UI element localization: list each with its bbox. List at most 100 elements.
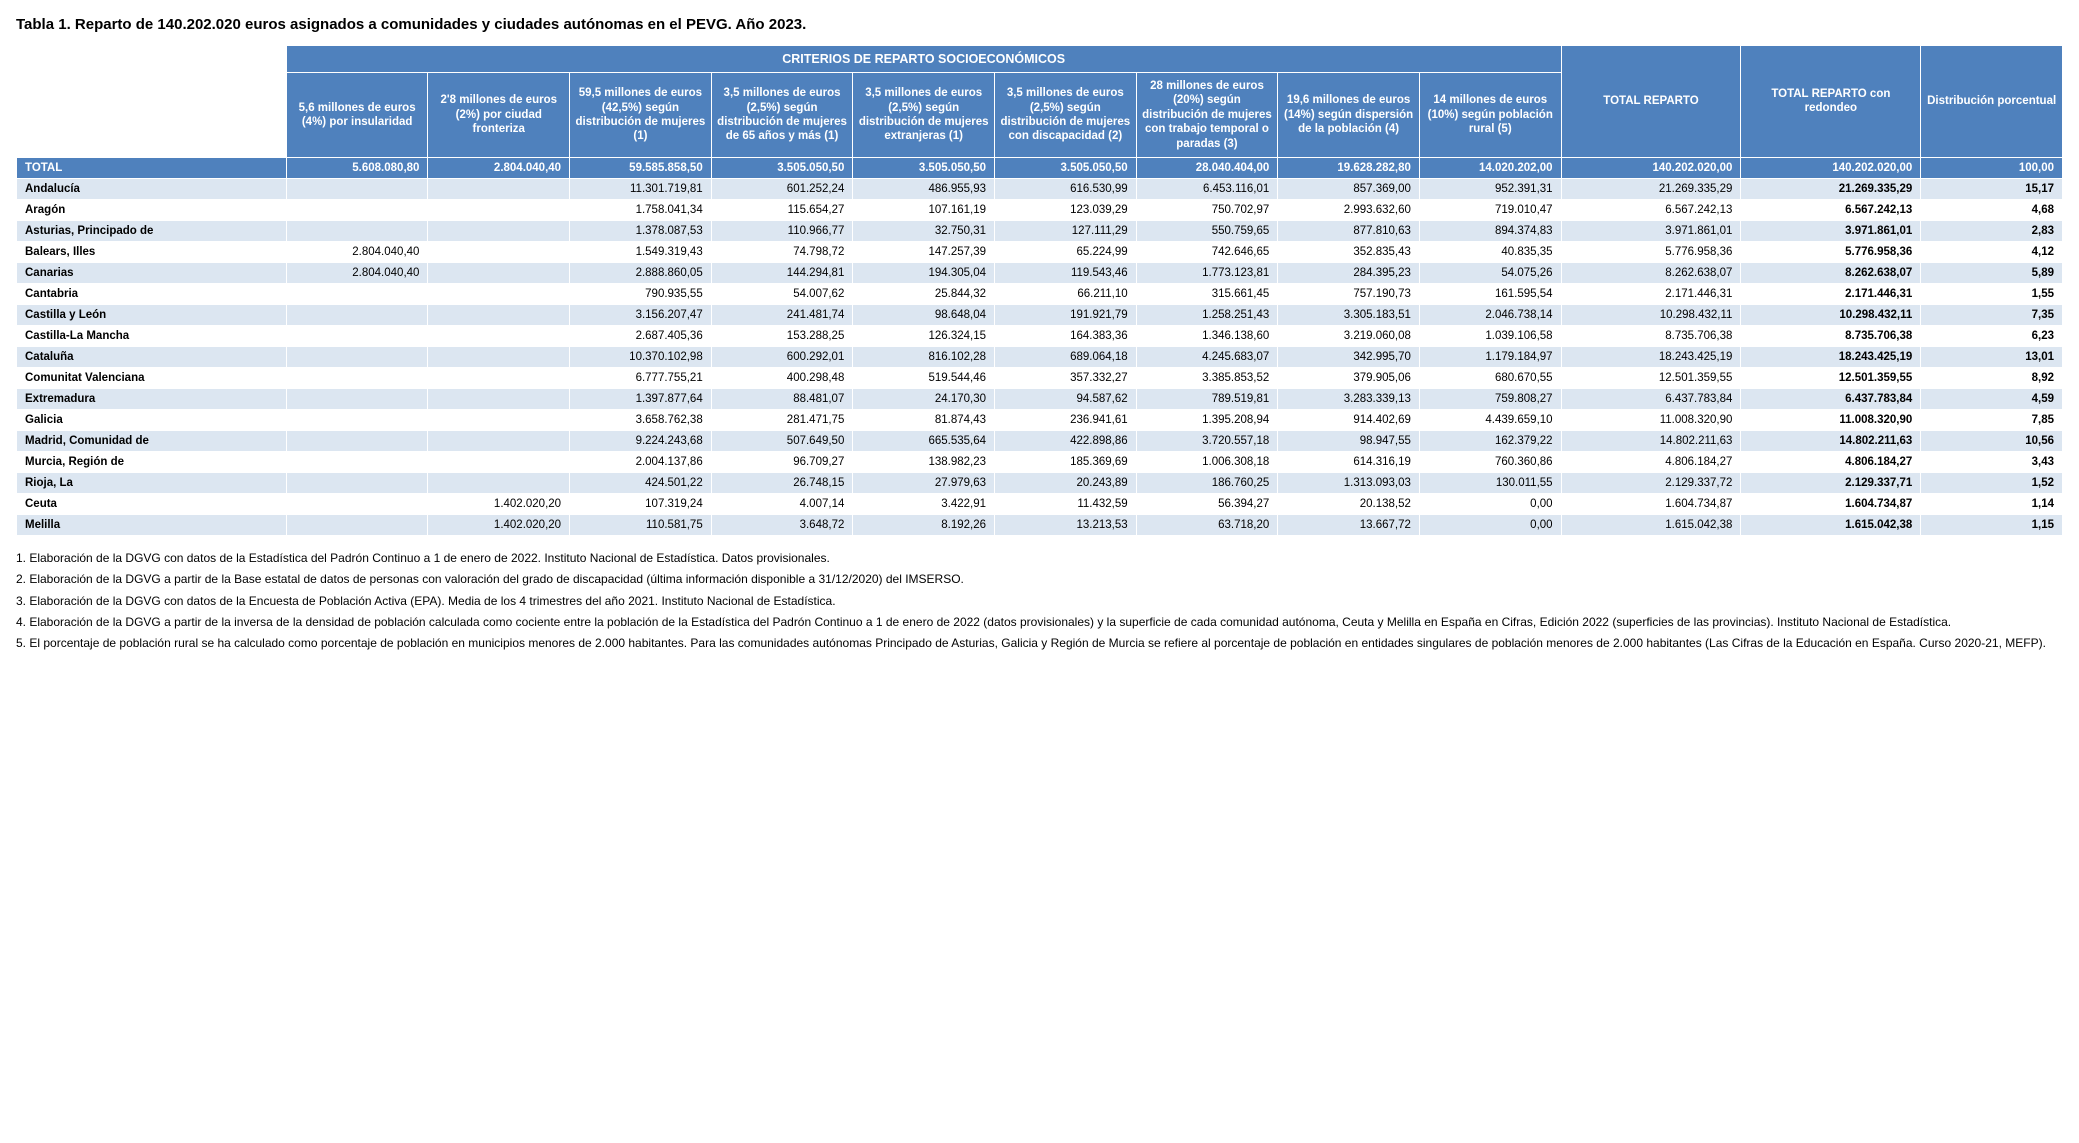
footnotes: 1. Elaboración de la DGVG con datos de l… [16,550,2063,653]
cell: 4.007,14 [711,493,853,514]
cell: 857.369,00 [1278,178,1420,199]
cell [286,199,428,220]
cell [286,388,428,409]
cell: 12.501.359,55 [1741,367,1921,388]
cell: 2.687.405,36 [570,325,712,346]
cell: 21.269.335,29 [1561,178,1741,199]
cell: 110.581,75 [570,514,712,535]
table-row: Madrid, Comunidad de9.224.243,68507.649,… [17,430,2063,451]
cell [428,388,570,409]
cell: 1.395.208,94 [1136,409,1278,430]
cell: 63.718,20 [1136,514,1278,535]
cell: 757.190,73 [1278,283,1420,304]
cell: 20.243,89 [995,472,1137,493]
cell: 10.370.102,98 [570,346,712,367]
footnote: 5. El porcentaje de población rural se h… [16,635,2063,652]
col-header-4: 3,5 millones de euros (2,5%) según distr… [853,73,995,158]
row-name: Castilla y León [17,304,287,325]
cell: 894.374,83 [1419,220,1561,241]
cell: 8.735.706,38 [1741,325,1921,346]
row-name: Comunitat Valenciana [17,367,287,388]
cell: 115.654,27 [711,199,853,220]
cell [286,514,428,535]
col-header-total-rounded: TOTAL REPARTO con redondeo [1741,46,1921,158]
cell: 3.971.861,01 [1561,220,1741,241]
cell: 14.802.211,63 [1741,430,1921,451]
cell: 74.798,72 [711,241,853,262]
cell: 1.615.042,38 [1741,514,1921,535]
cell: 689.064,18 [995,346,1137,367]
col-header-3: 3,5 millones de euros (2,5%) según distr… [711,73,853,158]
cell: 153.288,25 [711,325,853,346]
table-row: Galicia3.658.762,38281.471,7581.874,4323… [17,409,2063,430]
cell: 601.252,24 [711,178,853,199]
row-name: Aragón [17,199,287,220]
cell: 4.806.184,27 [1741,451,1921,472]
cell: 550.759,65 [1136,220,1278,241]
cell: 3.305.183,51 [1278,304,1420,325]
cell: 6.777.755,21 [570,367,712,388]
cell: 1.773.123,81 [1136,262,1278,283]
cell: 3.720.557,18 [1136,430,1278,451]
cell: 14.802.211,63 [1561,430,1741,451]
cell: 191.921,79 [995,304,1137,325]
cell [428,430,570,451]
total-cell-10: 140.202.020,00 [1741,157,1921,178]
cell [286,283,428,304]
cell [428,472,570,493]
cell: 1.604.734,87 [1561,493,1741,514]
cell: 3.658.762,38 [570,409,712,430]
total-cell-3: 3.505.050,50 [711,157,853,178]
cell: 98.648,04 [853,304,995,325]
cell [286,220,428,241]
cell: 7,85 [1921,409,2063,430]
cell [428,325,570,346]
cell: 11.008.320,90 [1561,409,1741,430]
cell: 2,83 [1921,220,2063,241]
total-label: TOTAL [17,157,287,178]
cell: 15,17 [1921,178,2063,199]
group-header: CRITERIOS DE REPARTO SOCIOECONÓMICOS [286,46,1561,73]
cell: 759.808,27 [1419,388,1561,409]
cell: 147.257,39 [853,241,995,262]
total-row: TOTAL5.608.080,802.804.040,4059.585.858,… [17,157,2063,178]
cell: 107.319,24 [570,493,712,514]
col-header-0: 5,6 millones de euros (4%) por insularid… [286,73,428,158]
cell: 65.224,99 [995,241,1137,262]
table-row: Canarias2.804.040,402.888.860,05144.294,… [17,262,2063,283]
cell: 5.776.958,36 [1561,241,1741,262]
cell: 0,00 [1419,493,1561,514]
cell: 11.008.320,90 [1741,409,1921,430]
cell: 315.661,45 [1136,283,1278,304]
cell [428,367,570,388]
cell: 21.269.335,29 [1741,178,1921,199]
cell: 2.046.738,14 [1419,304,1561,325]
cell: 790.935,55 [570,283,712,304]
cell: 164.383,36 [995,325,1137,346]
cell [428,346,570,367]
cell: 2.004.137,86 [570,451,712,472]
cell: 789.519,81 [1136,388,1278,409]
row-name: Castilla-La Mancha [17,325,287,346]
col-header-2: 59,5 millones de euros (42,5%) según dis… [570,73,712,158]
cell: 8.262.638,07 [1561,262,1741,283]
cell: 3,43 [1921,451,2063,472]
table-row: Ceuta1.402.020,20107.319,244.007,143.422… [17,493,2063,514]
cell: 352.835,43 [1278,241,1420,262]
cell: 11.432,59 [995,493,1137,514]
cell: 519.544,46 [853,367,995,388]
cell [428,451,570,472]
cell [286,409,428,430]
blank-corner [17,46,287,158]
total-cell-0: 5.608.080,80 [286,157,428,178]
cell: 379.905,06 [1278,367,1420,388]
cell [428,262,570,283]
cell: 8.192,26 [853,514,995,535]
cell: 1.758.041,34 [570,199,712,220]
cell: 130.011,55 [1419,472,1561,493]
total-cell-4: 3.505.050,50 [853,157,995,178]
cell: 2.804.040,40 [286,262,428,283]
cell [286,346,428,367]
table-row: Rioja, La424.501,2226.748,1527.979,6320.… [17,472,2063,493]
table-row: Cataluña10.370.102,98600.292,01816.102,2… [17,346,2063,367]
